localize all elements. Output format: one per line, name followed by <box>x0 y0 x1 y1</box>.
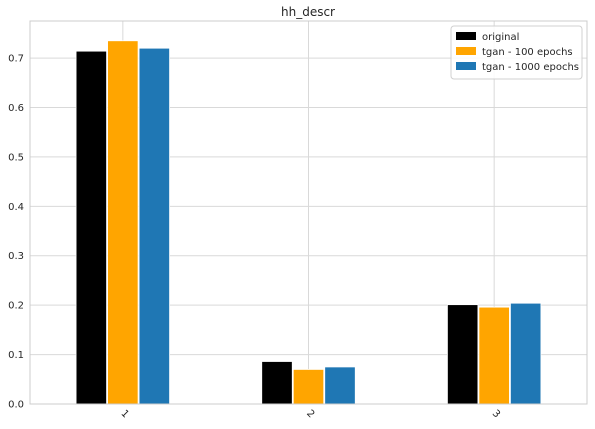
y-tick-label: 0.2 <box>8 301 24 312</box>
legend-label: tgan - 100 epochs <box>482 47 573 58</box>
y-tick-label: 0.1 <box>8 350 24 361</box>
y-axis: 0.0 0.1 0.2 0.3 0.4 0.5 0.6 0.7 <box>8 54 24 411</box>
legend-swatch <box>456 32 476 40</box>
legend: original tgan - 100 epochs tgan - 1000 epo… <box>450 25 583 80</box>
legend-label: original <box>482 32 519 43</box>
x-axis: 1 2 3 <box>118 408 502 420</box>
plot-frame <box>29 20 588 405</box>
bar <box>138 47 170 405</box>
y-tick-label: 0.0 <box>8 400 24 411</box>
legend-swatch <box>456 47 476 55</box>
x-tick-label: 3 <box>490 408 502 420</box>
y-tick-label: 0.7 <box>8 54 24 65</box>
y-tick-label: 0.5 <box>8 152 24 163</box>
bar <box>510 302 542 405</box>
legend-swatch <box>456 62 476 70</box>
y-tick-label: 0.4 <box>8 202 24 213</box>
y-tick-label: 0.6 <box>8 103 24 114</box>
bar <box>447 304 479 405</box>
bar <box>107 40 139 405</box>
x-tick-label: 2 <box>304 408 316 420</box>
chart-title: hh_descr <box>281 5 335 19</box>
x-tick-label: 1 <box>118 408 130 420</box>
bars <box>75 40 542 405</box>
bar <box>75 50 107 405</box>
bar <box>292 369 325 405</box>
bar <box>478 306 510 405</box>
bar <box>261 361 293 405</box>
legend-label: tgan - 1000 epochs <box>482 62 579 73</box>
y-tick-label: 0.3 <box>8 251 24 262</box>
legend-box <box>450 25 583 80</box>
bar <box>324 366 356 405</box>
